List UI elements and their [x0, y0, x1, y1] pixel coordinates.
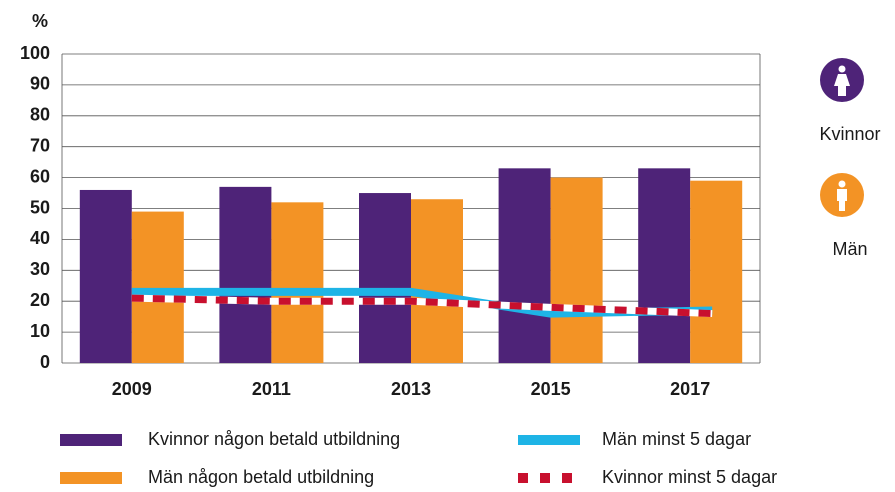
y-tick-label: 10 — [30, 321, 50, 341]
x-tick-label: 2011 — [252, 379, 291, 399]
x-tick-label: 2013 — [391, 379, 431, 399]
line — [131, 294, 713, 318]
y-tick-label: 90 — [30, 74, 50, 94]
y-axis-label: % — [32, 11, 48, 31]
legend-swatch — [60, 472, 122, 484]
x-tick-label: 2009 — [112, 379, 152, 399]
bar — [79, 189, 132, 363]
bar — [131, 211, 184, 363]
bar — [359, 193, 411, 363]
person-icon — [820, 173, 864, 217]
bar — [550, 177, 603, 363]
bar — [411, 199, 463, 363]
bar — [271, 202, 324, 363]
y-tick-label: 80 — [30, 105, 50, 125]
icon-head — [838, 180, 846, 188]
bar — [219, 186, 272, 363]
y-tick-label: 60 — [30, 166, 50, 186]
bar — [638, 168, 691, 363]
y-tick-label: 50 — [30, 197, 50, 217]
y-tick-label: 100 — [20, 43, 50, 63]
person-icon — [820, 58, 864, 102]
legend-swatch — [60, 434, 122, 446]
icon-head — [838, 65, 846, 73]
icon-body — [834, 74, 850, 96]
icon-label: Kvinnor — [819, 124, 880, 144]
legend-label: Män minst 5 dagar — [602, 429, 751, 449]
legend-label: Kvinnor någon betald utbildning — [148, 429, 400, 449]
legend-label: Män någon betald utbildning — [148, 467, 374, 487]
icon-body — [837, 189, 847, 211]
y-tick-label: 40 — [30, 228, 50, 248]
legend-label: Kvinnor minst 5 dagar — [602, 467, 777, 487]
bar — [498, 168, 551, 363]
y-tick-label: 20 — [30, 290, 50, 310]
y-tick-label: 0 — [40, 352, 50, 372]
bar — [690, 180, 743, 363]
x-tick-label: 2015 — [531, 379, 571, 399]
y-tick-label: 30 — [30, 259, 50, 279]
y-tick-label: 70 — [30, 135, 50, 155]
x-tick-label: 2017 — [670, 379, 710, 399]
icon-label: Män — [832, 239, 867, 259]
